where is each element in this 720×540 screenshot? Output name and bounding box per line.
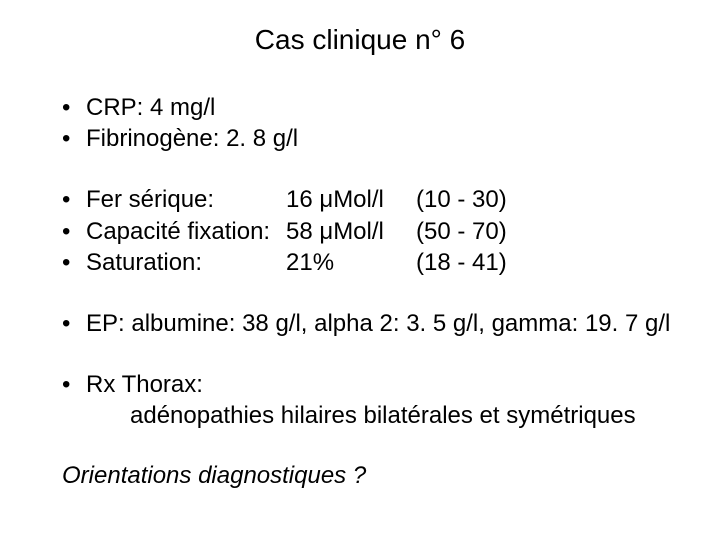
spacer bbox=[30, 154, 690, 184]
list-item: CRP: 4 mg/l bbox=[62, 92, 690, 123]
value: 21% bbox=[286, 247, 416, 278]
question: Orientations diagnostiques ? bbox=[30, 462, 690, 490]
bullet-list: EP: albumine: 38 g/l, alpha 2: 3. 5 g/l,… bbox=[30, 308, 690, 339]
slide: Cas clinique n° 6 CRP: 4 mg/l Fibrinogèn… bbox=[0, 0, 720, 540]
bullet-list: Rx Thorax: bbox=[30, 369, 690, 400]
list-item: Capacité fixation: 58 μMol/l (50 - 70) bbox=[62, 216, 690, 247]
text: Fibrinogène: 2. 8 g/l bbox=[86, 125, 298, 152]
list-item: Rx Thorax: bbox=[62, 369, 690, 400]
label: Capacité fixation: bbox=[86, 216, 286, 247]
list-item: Saturation: 21% (18 - 41) bbox=[62, 247, 690, 278]
bullet-list: Fer sérique: 16 μMol/l (10 - 30) Capacit… bbox=[30, 184, 690, 278]
slide-title: Cas clinique n° 6 bbox=[30, 24, 690, 56]
text: EP: albumine: 38 g/l, alpha 2: 3. 5 g/l,… bbox=[86, 310, 670, 337]
value: 16 μMol/l bbox=[286, 184, 416, 215]
spacer bbox=[30, 432, 690, 462]
label: Fer sérique: bbox=[86, 184, 286, 215]
spacer bbox=[30, 278, 690, 308]
range: (18 - 41) bbox=[416, 247, 507, 278]
list-item: Fibrinogène: 2. 8 g/l bbox=[62, 123, 690, 154]
text: CRP: 4 mg/l bbox=[86, 94, 215, 121]
list-item: Fer sérique: 16 μMol/l (10 - 30) bbox=[62, 184, 690, 215]
value: 58 μMol/l bbox=[286, 216, 416, 247]
range: (10 - 30) bbox=[416, 184, 507, 215]
bullet-list: CRP: 4 mg/l Fibrinogène: 2. 8 g/l bbox=[30, 92, 690, 154]
text: Rx Thorax: bbox=[86, 371, 203, 398]
range: (50 - 70) bbox=[416, 216, 507, 247]
label: Saturation: bbox=[86, 247, 286, 278]
spacer bbox=[30, 339, 690, 369]
rx-detail: adénopathies hilaires bilatérales et sym… bbox=[30, 400, 690, 431]
list-item: EP: albumine: 38 g/l, alpha 2: 3. 5 g/l,… bbox=[62, 308, 690, 339]
